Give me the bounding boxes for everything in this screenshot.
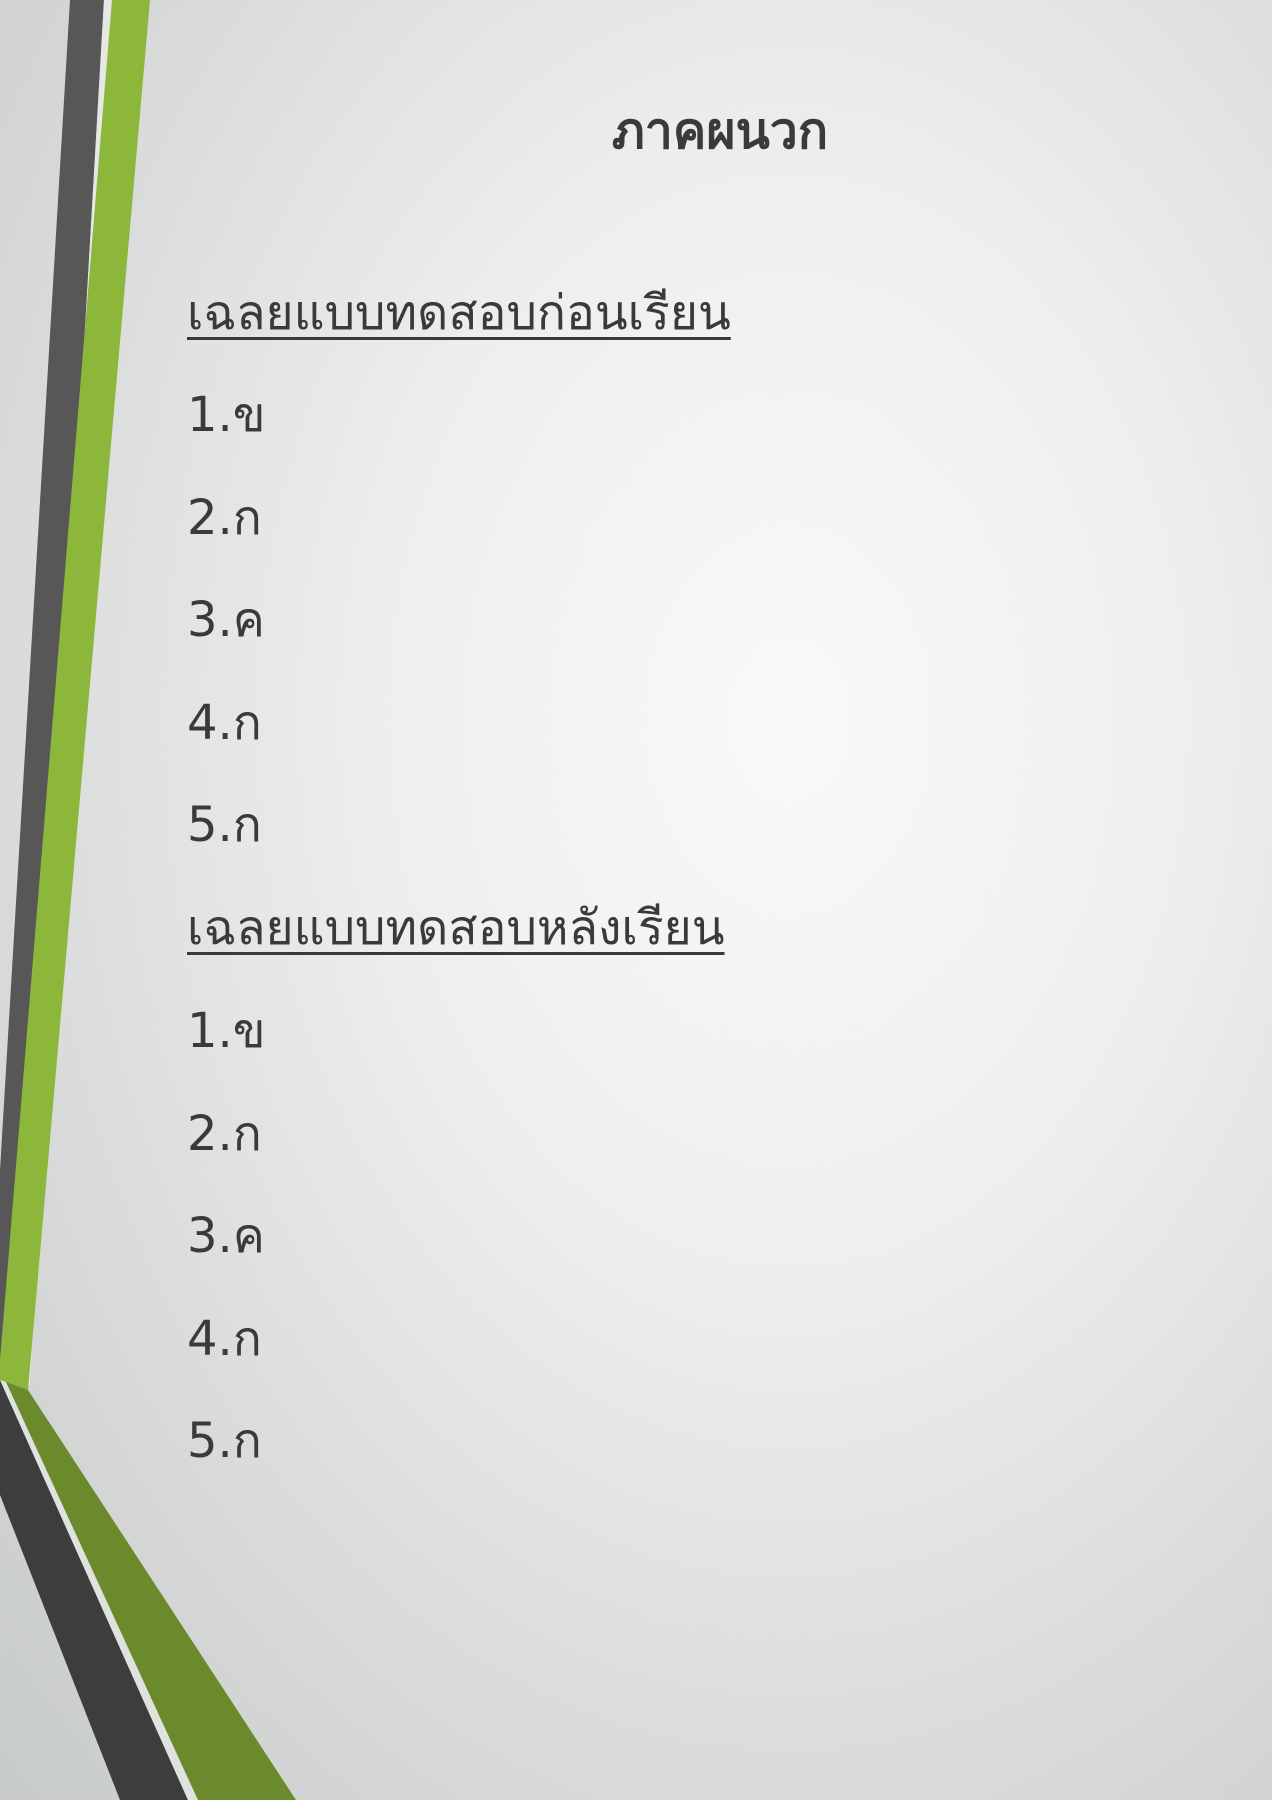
answer-item: 4.ก [187,695,262,751]
section-heading-posttest: เฉลยแบบทดสอบหลังเรียน [187,900,725,956]
answer-item: 5.ก [187,797,262,853]
green-stripe [0,0,150,1390]
answer-item: 5.ก [187,1413,262,1469]
page-title: ภาคผนวก [611,102,829,160]
answer-item: 1.ข [187,387,266,443]
light-stripe [24,0,112,1385]
dark-stripe [0,0,104,1385]
light-diagonal-stripe [0,1380,198,1800]
charcoal-diagonal-stripe [0,1380,188,1800]
answer-item: 3.ค [187,592,265,648]
section-heading-pretest: เฉลยแบบทดสอบก่อนเรียน [187,285,731,341]
answer-item: 3.ค [187,1208,265,1264]
answer-item: 4.ก [187,1311,262,1367]
answer-item: 1.ข [187,1003,266,1059]
answer-item: 2.ก [187,1106,262,1162]
answer-item: 2.ก [187,490,262,546]
